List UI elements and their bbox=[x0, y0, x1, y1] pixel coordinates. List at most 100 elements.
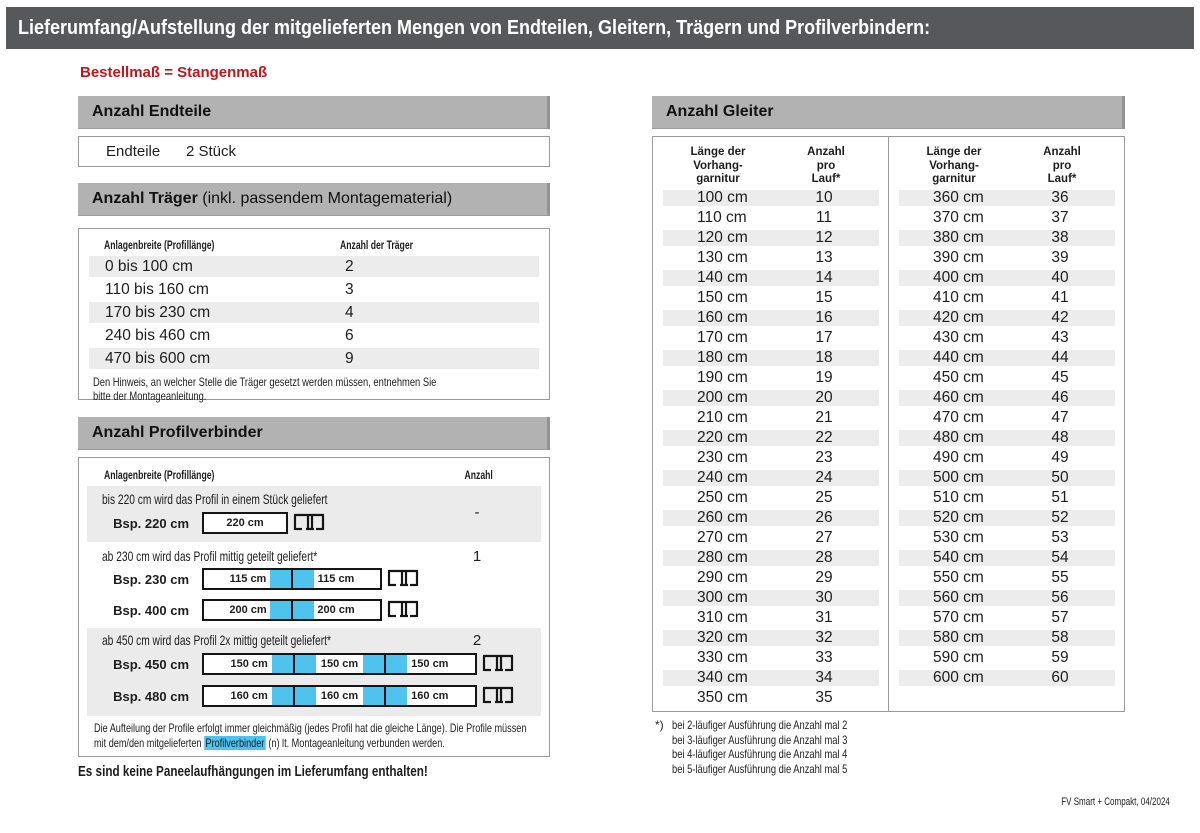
pv-row2-text: ab 230 cm wird das Profil mittig geteilt… bbox=[102, 548, 318, 564]
gliders-per-track: 16 bbox=[815, 309, 833, 326]
curtain-length: 560 cm bbox=[933, 589, 984, 606]
profile-cross-section-icon bbox=[482, 686, 514, 704]
gliders-per-track: 29 bbox=[815, 569, 833, 586]
curtain-length: 280 cm bbox=[697, 549, 748, 566]
section-header-profilverbinder-label: Anzahl Profilverbinder bbox=[92, 424, 263, 441]
table-row: 200 cm 20 bbox=[663, 388, 879, 408]
gliders-per-track: 47 bbox=[1051, 409, 1069, 426]
gliders-per-track: 38 bbox=[1051, 229, 1069, 246]
table-row: 0 bis 100 cm 2 bbox=[89, 255, 539, 278]
gleiter-col2-header: Anzahl pro Lauf* bbox=[1009, 146, 1115, 187]
gliders-per-track: 19 bbox=[815, 369, 833, 386]
gliders-per-track: 34 bbox=[815, 669, 833, 686]
table-row: 300 cm 30 bbox=[663, 588, 879, 608]
gliders-per-track: 57 bbox=[1051, 609, 1069, 626]
curtain-length: 230 cm bbox=[697, 449, 748, 466]
table-row: 550 cm 55 bbox=[899, 568, 1115, 588]
col-header-line: pro bbox=[816, 159, 836, 172]
gliders-per-track: 12 bbox=[815, 229, 833, 246]
profile-bar-diagram: 220 cm bbox=[202, 512, 288, 534]
curtain-length: 500 cm bbox=[933, 469, 984, 486]
curtain-length: 360 cm bbox=[933, 189, 984, 206]
profile-bar-diagram: 150 cm 150 cm 150 cm bbox=[202, 653, 477, 675]
table-row: 480 cm 48 bbox=[899, 428, 1115, 448]
footnote-asterisk: *) bbox=[655, 718, 664, 732]
gliders-per-track: 41 bbox=[1051, 289, 1069, 306]
curtain-length: 250 cm bbox=[697, 489, 748, 506]
col-header-line: Länge der bbox=[926, 146, 982, 158]
curtain-length: 460 cm bbox=[933, 389, 984, 406]
no-panel-hangers-text: Es sind keine Paneelaufhängungen im Lief… bbox=[78, 763, 428, 780]
example-label: Bsp. 480 cm bbox=[113, 688, 189, 704]
pv-row3-anzahl: 2 bbox=[472, 632, 482, 649]
curtain-length: 570 cm bbox=[933, 609, 984, 626]
page-title: Lieferumfang/Aufstellung der mitgeliefer… bbox=[18, 17, 931, 39]
section-header-endteile: Anzahl Endteile bbox=[78, 96, 550, 129]
table-row: 600 cm 60 bbox=[899, 668, 1115, 688]
traeger-count: 4 bbox=[345, 304, 354, 321]
section-header-endteile-label: Anzahl Endteile bbox=[92, 103, 212, 120]
curtain-length: 410 cm bbox=[933, 289, 984, 306]
table-row: 540 cm 54 bbox=[899, 548, 1115, 568]
section-header-traeger-sub: (inkl. passendem Montagematerial) bbox=[197, 190, 453, 207]
gliders-per-track: 20 bbox=[815, 389, 833, 406]
section-header-profilverbinder: Anzahl Profilverbinder bbox=[78, 417, 550, 450]
gliders-per-track: 37 bbox=[1051, 209, 1069, 226]
table-row: 490 cm 49 bbox=[899, 448, 1115, 468]
curtain-length: 100 cm bbox=[697, 189, 748, 206]
profile-segment: 115 cm bbox=[317, 573, 355, 585]
traeger-count: 6 bbox=[345, 327, 354, 344]
curtain-length: 220 cm bbox=[697, 429, 748, 446]
table-row: 380 cm 38 bbox=[899, 228, 1115, 248]
pv-note-highlight: Profilverbinder bbox=[203, 735, 266, 750]
curtain-length: 550 cm bbox=[933, 569, 984, 586]
pv-row1-text: bis 220 cm wird das Profil in einem Stüc… bbox=[102, 491, 328, 507]
gliders-per-track: 28 bbox=[815, 549, 833, 566]
profile-cross-section-icon bbox=[482, 654, 514, 672]
curtain-length: 240 cm bbox=[697, 469, 748, 486]
footnote-list: bei 2-läufiger Ausführung die Anzahl mal… bbox=[672, 718, 897, 776]
table-row: 400 cm 40 bbox=[899, 268, 1115, 288]
curtain-length: 370 cm bbox=[933, 209, 984, 226]
order-size-note: Bestellmaß = Stangenmaß bbox=[80, 64, 268, 81]
table-row: 330 cm 33 bbox=[663, 648, 879, 668]
table-row: 370 cm 37 bbox=[899, 208, 1115, 228]
table-row: 130 cm 13 bbox=[663, 248, 879, 268]
gliders-per-track: 26 bbox=[815, 509, 833, 526]
gliders-per-track: 51 bbox=[1051, 489, 1069, 506]
footnote-line: bei 5-läufiger Ausführung die Anzahl mal… bbox=[672, 762, 897, 777]
gleiter-col1-header: Länge der Vorhang- garnitur bbox=[663, 146, 773, 187]
footnote-text: bei 2-läufiger Ausführung die Anzahl mal… bbox=[672, 718, 848, 732]
table-row: 420 cm 42 bbox=[899, 308, 1115, 328]
profile-segment: 200 cm bbox=[317, 604, 355, 616]
traeger-range: 110 bis 160 cm bbox=[105, 281, 209, 298]
table-row: 220 cm 22 bbox=[663, 428, 879, 448]
col-header-line: garnitur bbox=[932, 173, 976, 185]
profile-segment: 160 cm bbox=[411, 690, 449, 702]
table-row: 290 cm 29 bbox=[663, 568, 879, 588]
profile-segment: 200 cm bbox=[229, 604, 267, 616]
example-row-450: Bsp. 450 cm 150 cm 150 cm 150 cm bbox=[87, 653, 541, 675]
table-row: 470 cm 47 bbox=[899, 408, 1115, 428]
example-row-230: Bsp. 230 cm 115 cm 115 cm bbox=[87, 568, 541, 590]
curtain-length: 430 cm bbox=[933, 329, 984, 346]
curtain-length: 210 cm bbox=[697, 409, 748, 426]
gliders-per-track: 21 bbox=[815, 409, 833, 426]
gliders-per-track: 17 bbox=[815, 329, 833, 346]
pv-header-row: Anlagenbreite (Profillänge) Anzahl bbox=[89, 468, 539, 484]
table-row: 450 cm 45 bbox=[899, 368, 1115, 388]
profile-cross-section-icon bbox=[293, 513, 325, 531]
profile-segment: 150 cm bbox=[411, 658, 449, 670]
curtain-length: 450 cm bbox=[933, 369, 984, 386]
gliders-per-track: 23 bbox=[815, 449, 833, 466]
curtain-length: 170 cm bbox=[697, 329, 748, 346]
gliders-per-track: 49 bbox=[1051, 449, 1069, 466]
endteile-value: 2 Stück bbox=[186, 143, 237, 160]
traeger-rows: 0 bis 100 cm 2 110 bis 160 cm 3 170 bis … bbox=[79, 255, 549, 370]
document-footer: FV Smart + Compakt, 04/2024 bbox=[800, 796, 1170, 808]
curtain-length: 200 cm bbox=[697, 389, 748, 406]
gliders-per-track: 27 bbox=[815, 529, 833, 546]
pv-row-ab-230: ab 230 cm wird das Profil mittig geteilt… bbox=[87, 544, 541, 626]
section-header-traeger-label: Anzahl Träger bbox=[92, 190, 198, 207]
table-row: 310 cm 31 bbox=[663, 608, 879, 628]
